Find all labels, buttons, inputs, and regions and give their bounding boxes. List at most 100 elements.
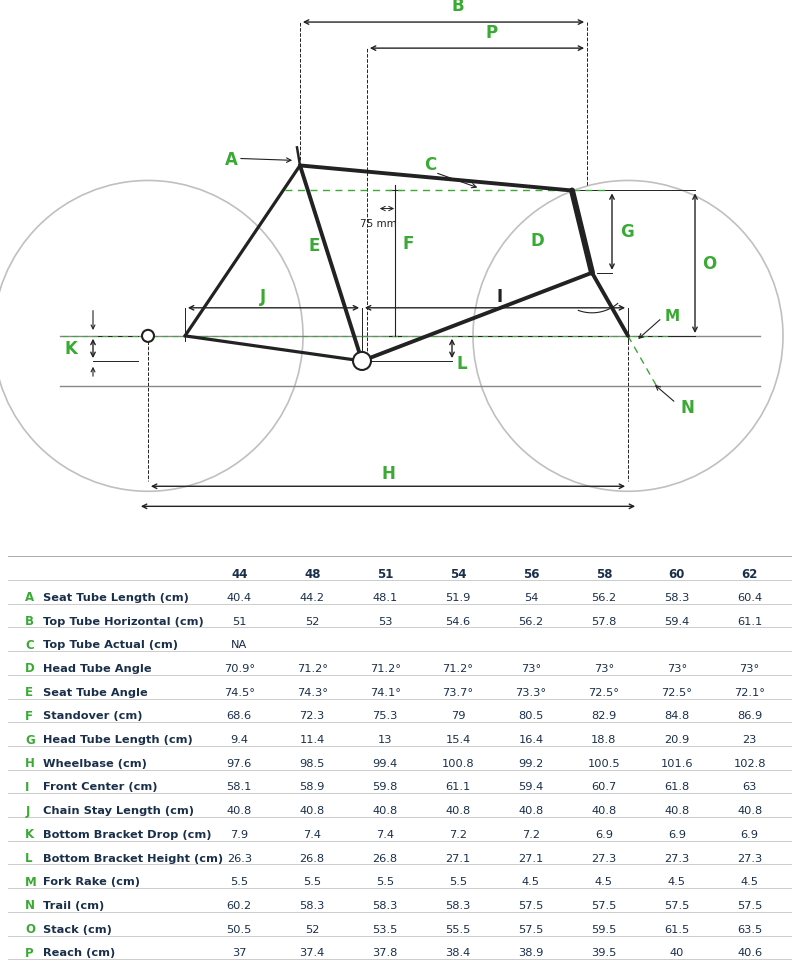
Text: Reach (cm): Reach (cm) [43, 949, 115, 958]
Text: H: H [381, 466, 395, 483]
Text: 6.9: 6.9 [595, 830, 613, 839]
Text: 57.5: 57.5 [664, 901, 690, 911]
Text: 40.4: 40.4 [226, 592, 252, 603]
Text: 20.9: 20.9 [664, 735, 690, 745]
Text: I: I [497, 288, 503, 305]
Text: 37.8: 37.8 [373, 949, 398, 958]
Text: 37.4: 37.4 [299, 949, 325, 958]
Text: 58.9: 58.9 [299, 783, 325, 793]
Text: 100.5: 100.5 [587, 758, 620, 769]
Text: 37: 37 [232, 949, 246, 958]
Text: 56: 56 [522, 568, 539, 581]
Text: O: O [26, 923, 35, 936]
Text: 51.9: 51.9 [446, 592, 470, 603]
Text: 59.4: 59.4 [518, 783, 543, 793]
Text: 75 mm: 75 mm [360, 219, 397, 228]
Text: 38.4: 38.4 [446, 949, 470, 958]
Text: 84.8: 84.8 [664, 712, 690, 721]
Text: 75.3: 75.3 [373, 712, 398, 721]
Text: 98.5: 98.5 [299, 758, 325, 769]
Text: 70.9°: 70.9° [224, 664, 255, 673]
Text: 52: 52 [305, 617, 319, 627]
Text: 5.5: 5.5 [230, 877, 248, 887]
Text: 80.5: 80.5 [518, 712, 544, 721]
Text: 40.8: 40.8 [373, 806, 398, 816]
Text: 40.8: 40.8 [518, 806, 543, 816]
Text: 73°: 73° [594, 664, 614, 673]
Text: 73°: 73° [521, 664, 541, 673]
Text: 40.8: 40.8 [299, 806, 325, 816]
Text: Top Tube Actual (cm): Top Tube Actual (cm) [43, 640, 178, 650]
Text: 73.3°: 73.3° [515, 688, 546, 698]
Text: 54.6: 54.6 [446, 617, 470, 627]
Text: 11.4: 11.4 [299, 735, 325, 745]
Text: 26.8: 26.8 [373, 854, 398, 864]
Text: E: E [26, 686, 34, 699]
Text: Fork Rake (cm): Fork Rake (cm) [43, 877, 140, 887]
Text: 71.2°: 71.2° [297, 664, 328, 673]
Text: 5.5: 5.5 [376, 877, 394, 887]
Text: 38.9: 38.9 [518, 949, 544, 958]
Text: Bottom Bracket Drop (cm): Bottom Bracket Drop (cm) [43, 830, 212, 839]
Text: D: D [26, 663, 35, 675]
Text: 73.7°: 73.7° [442, 688, 474, 698]
Text: 26.3: 26.3 [226, 854, 252, 864]
Circle shape [142, 330, 154, 342]
Text: F: F [26, 710, 34, 723]
Text: 72.5°: 72.5° [588, 688, 619, 698]
Text: 59.5: 59.5 [591, 924, 617, 935]
Text: 73°: 73° [666, 664, 687, 673]
Text: G: G [26, 734, 35, 747]
Text: 53.5: 53.5 [373, 924, 398, 935]
Text: M: M [665, 308, 680, 324]
Text: A: A [26, 591, 34, 604]
Text: 59.4: 59.4 [664, 617, 690, 627]
Text: 6.9: 6.9 [741, 830, 758, 839]
Text: 9.4: 9.4 [230, 735, 248, 745]
Text: 60.2: 60.2 [226, 901, 252, 911]
Text: 48: 48 [304, 568, 321, 581]
Text: 71.2°: 71.2° [442, 664, 474, 673]
Text: 60.7: 60.7 [591, 783, 617, 793]
Text: 53: 53 [378, 617, 392, 627]
Text: 58.3: 58.3 [446, 901, 470, 911]
Text: 40.8: 40.8 [737, 806, 762, 816]
Text: 27.1: 27.1 [446, 854, 470, 864]
Text: Chain Stay Length (cm): Chain Stay Length (cm) [43, 806, 194, 816]
Text: 27.3: 27.3 [737, 854, 762, 864]
Text: H: H [26, 757, 35, 770]
Text: 7.2: 7.2 [449, 830, 467, 839]
Text: 48.1: 48.1 [373, 592, 398, 603]
Text: O: O [702, 255, 716, 272]
Text: C: C [424, 156, 436, 175]
Text: Front Center (cm): Front Center (cm) [43, 783, 158, 793]
Text: 23: 23 [742, 735, 757, 745]
Text: 63: 63 [742, 783, 757, 793]
Text: 79: 79 [450, 712, 466, 721]
Text: A: A [225, 151, 238, 170]
Text: Head Tube Length (cm): Head Tube Length (cm) [43, 735, 193, 745]
Text: 99.2: 99.2 [518, 758, 543, 769]
Text: L: L [457, 355, 468, 373]
Text: 72.5°: 72.5° [662, 688, 692, 698]
Text: 57.5: 57.5 [518, 924, 544, 935]
Text: 102.8: 102.8 [734, 758, 766, 769]
Text: Trail (cm): Trail (cm) [43, 901, 105, 911]
Text: L: L [26, 852, 33, 865]
Text: 58.3: 58.3 [299, 901, 325, 911]
Text: 73°: 73° [739, 664, 760, 673]
Text: 61.1: 61.1 [446, 783, 470, 793]
Text: 57.8: 57.8 [591, 617, 617, 627]
Text: 40.8: 40.8 [591, 806, 617, 816]
Text: 51: 51 [377, 568, 394, 581]
Text: P: P [26, 947, 34, 959]
Text: 56.2: 56.2 [518, 617, 543, 627]
Text: 58.1: 58.1 [226, 783, 252, 793]
Text: 40.8: 40.8 [226, 806, 252, 816]
Text: 4.5: 4.5 [741, 877, 758, 887]
Text: 39.5: 39.5 [591, 949, 617, 958]
Text: 74.3°: 74.3° [297, 688, 328, 698]
Text: 26.8: 26.8 [300, 854, 325, 864]
Text: 50.5: 50.5 [226, 924, 252, 935]
Text: Wheelbase (cm): Wheelbase (cm) [43, 758, 147, 769]
